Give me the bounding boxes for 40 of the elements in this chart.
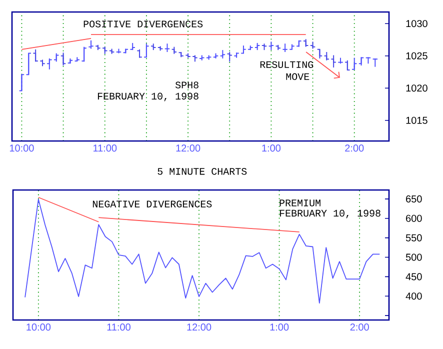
- x-tick-label: 2:00: [345, 144, 364, 152]
- x-tick-label: 12:00: [176, 144, 200, 152]
- y-tick-label: 550: [406, 234, 422, 242]
- y-tick-label: 1020: [406, 84, 428, 92]
- annotation: SPH8: [175, 82, 198, 88]
- annotation: RESULTING MOVE: [260, 61, 314, 80]
- y-tick-label: 400: [406, 292, 422, 300]
- candlestick: [81, 46, 87, 62]
- annotation: FEBRUARY 10, 1998: [98, 92, 198, 102]
- candlestick: [60, 52, 66, 66]
- candlestick: [18, 74, 25, 92]
- candlestick: [330, 54, 336, 68]
- candlestick: [226, 51, 232, 62]
- x-tick-label: 11:00: [93, 144, 117, 152]
- candlestick: [352, 57, 358, 70]
- y-tick-label: 1015: [406, 116, 428, 124]
- x-tick-label: 1:00: [262, 144, 281, 152]
- x-tick-label: 12:00: [187, 324, 212, 331]
- y-tick-label: 1030: [406, 20, 428, 28]
- y-tick-label: 500: [406, 254, 422, 261]
- y-tick-label: 650: [406, 195, 422, 202]
- y-tick-label: 450: [406, 273, 422, 280]
- candlestick: [26, 52, 32, 76]
- x-tick-label: 10:00: [10, 144, 34, 152]
- annotation: FEBRUARY 10, 1998: [280, 210, 380, 218]
- candlestick: [144, 43, 150, 58]
- annotation: PREMIUM: [280, 200, 320, 206]
- candlestick: [32, 48, 38, 62]
- x-tick-label: 11:00: [107, 324, 130, 331]
- chart-title: 5 MINUTE CHARTS: [158, 168, 247, 175]
- x-tick-label: 2:00: [350, 324, 369, 331]
- y-tick-label: 600: [406, 214, 422, 222]
- candlestick: [316, 48, 323, 59]
- x-tick-label: 1:00: [270, 324, 289, 331]
- candlestick: [344, 60, 350, 71]
- y-tick-label: 1025: [406, 52, 428, 60]
- x-tick-label: 10:00: [26, 324, 51, 331]
- candlestick: [46, 58, 52, 70]
- annotation: POSITIVE DIVERGENCES: [84, 20, 203, 28]
- annotation: NEGATIVE DIVERGENCES: [92, 200, 212, 208]
